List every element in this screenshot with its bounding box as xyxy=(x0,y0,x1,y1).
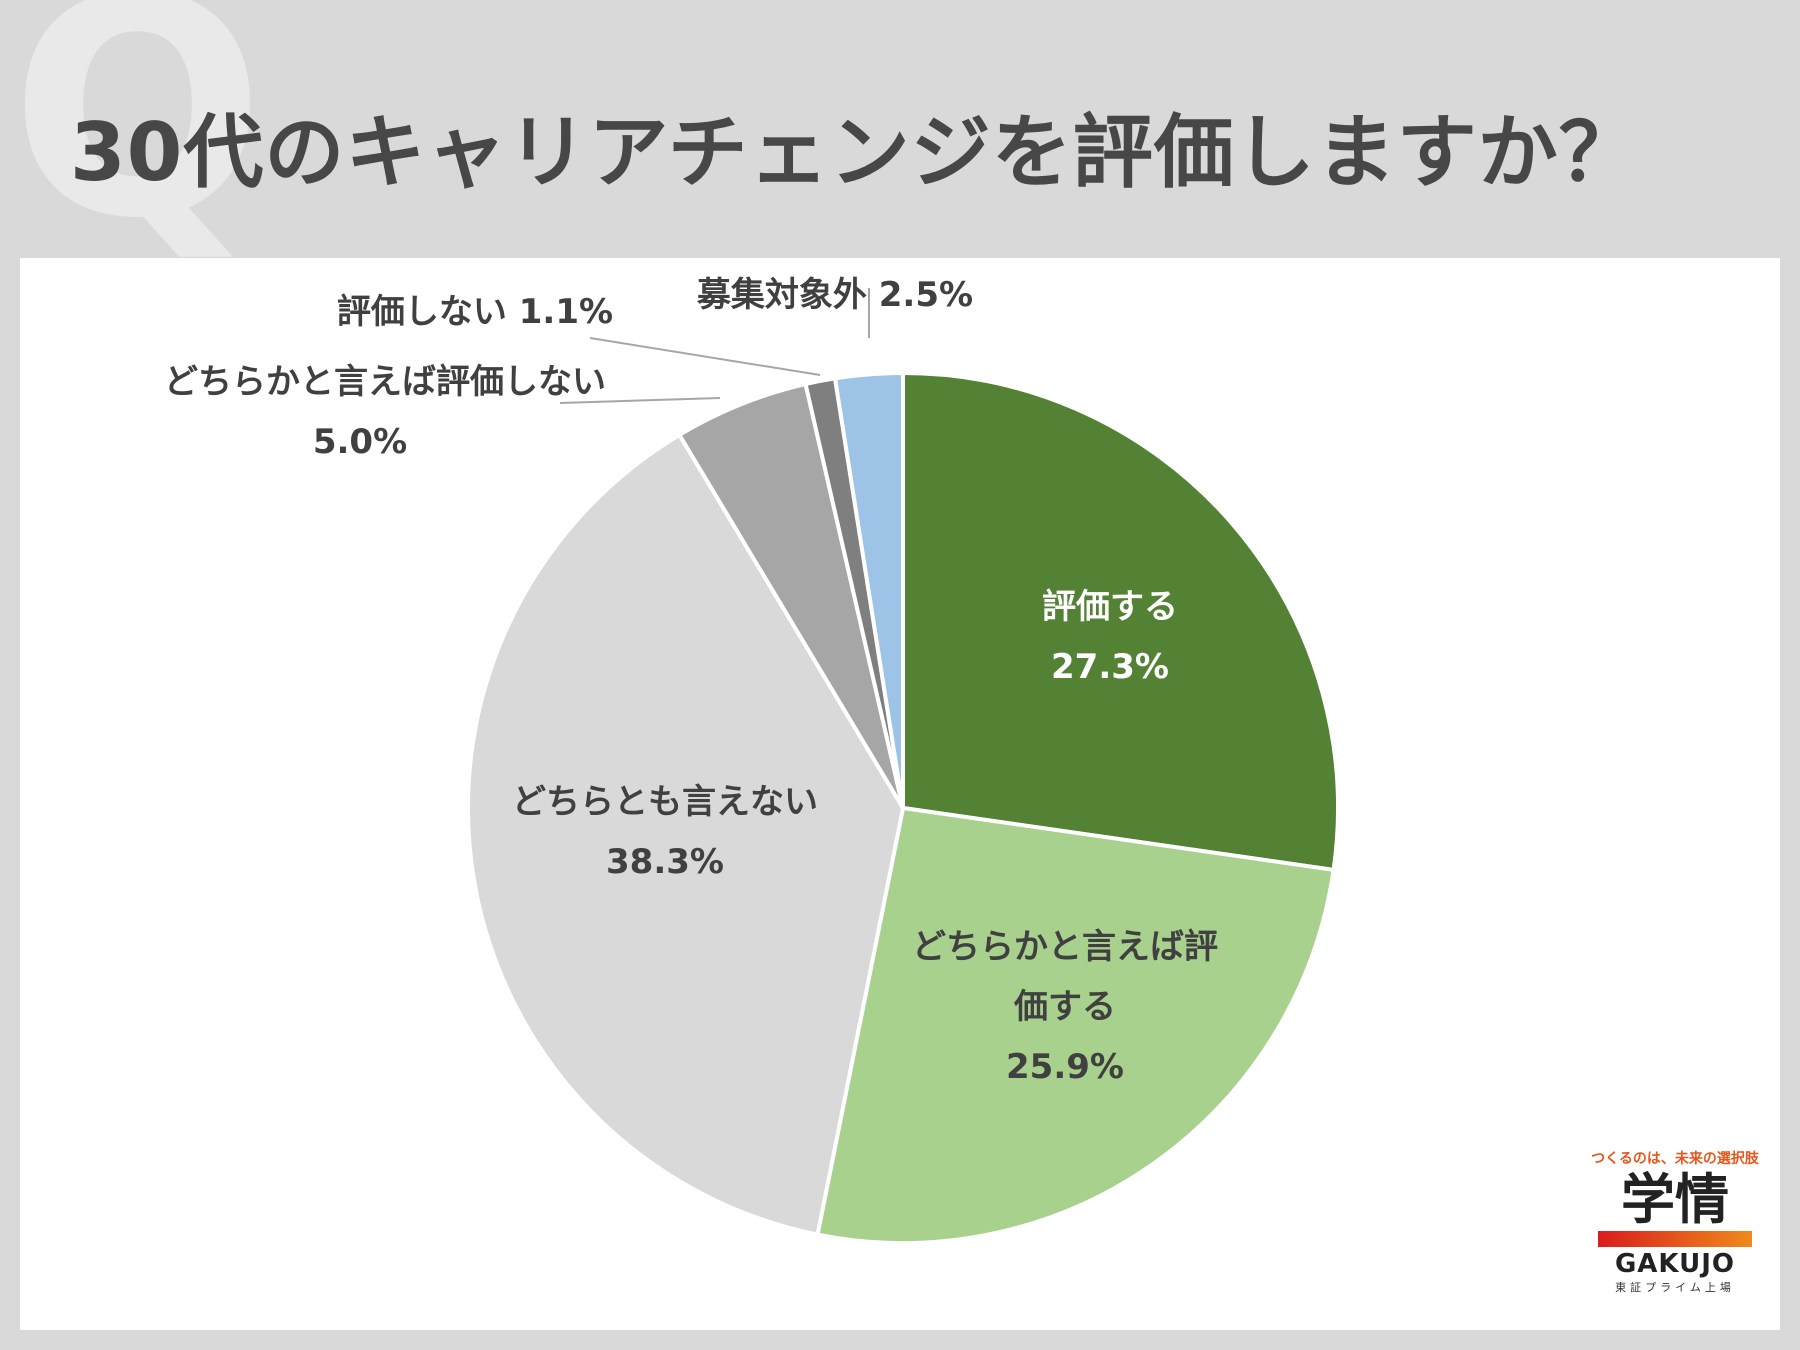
logo-bar xyxy=(1598,1231,1752,1248)
slice-label-5: 募集対象外 2.5% xyxy=(696,275,973,315)
q-mark-watermark: Q xyxy=(10,0,266,284)
slice-label-4: 評価しない 1.1% xyxy=(337,292,613,332)
slice-value-2: 38.3% xyxy=(606,842,724,882)
slice-label-1: どちらかと言えば評 xyxy=(912,927,1218,967)
page-title: 30代のキャリアチェンジを評価しますか？ xyxy=(70,106,1640,199)
slice-label-1-line2: 価する xyxy=(1013,987,1116,1027)
pie-slice-2 xyxy=(466,432,906,1237)
slice-label-3: どちらかと言えば評価しない xyxy=(164,362,606,402)
slice-label-0: 評価する xyxy=(1042,587,1178,627)
slice-value-0: 27.3% xyxy=(1051,647,1169,687)
logo-english: GAKUJO xyxy=(1614,1249,1736,1280)
gakujo-logo: つくるのは、未来の選択肢 学情 GAKUJO 東証プライム上場 xyxy=(1590,1148,1760,1295)
pie-slice-1 xyxy=(815,805,1336,1245)
logo-sub: 東証プライム上場 xyxy=(1615,1281,1735,1295)
pie-slice-0 xyxy=(901,370,1340,873)
slice-value-1: 25.9% xyxy=(1006,1047,1124,1087)
logo-tagline: つくるのは、未来の選択肢 xyxy=(1591,1151,1759,1167)
leader-line-3 xyxy=(559,397,721,404)
logo-kanji: 学情 xyxy=(1621,1168,1729,1231)
slice-label-2: どちらとも言えない xyxy=(512,782,818,822)
chart-panel: 評価する 27.3% どちらかと言えば評 価する 25.9% どちらとも言えない 38.3%… xyxy=(20,258,1780,1330)
leader-line-4 xyxy=(589,337,821,376)
slice-value-3: 5.0% xyxy=(313,422,407,462)
pie-slice-5 xyxy=(832,370,905,809)
